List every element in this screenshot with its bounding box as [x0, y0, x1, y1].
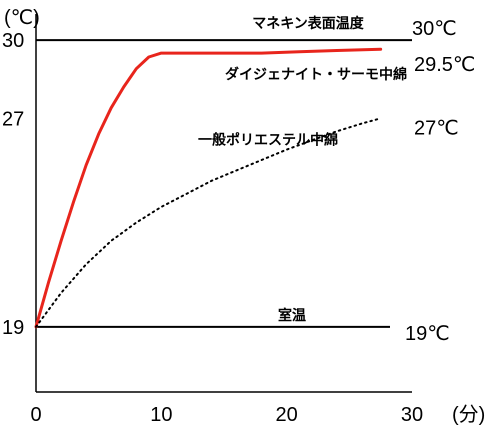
y-tick-label-1: 27: [2, 108, 24, 130]
series-name-label-1: 一般ポリエステル中綿: [198, 131, 338, 148]
x-tick-label-3: 30: [401, 404, 423, 426]
y-tick-label-0: 19: [2, 317, 24, 339]
series-name-label-0: ダイジェナイト・サーモ中綿: [225, 66, 407, 83]
series-lines: ダイジェナイト・サーモ中綿 29.5℃ 一般ポリエステル中綿 27℃: [34, 47, 475, 329]
x-tick-label-2: 20: [276, 404, 298, 426]
reference-line-name-1: 室温: [278, 307, 306, 324]
series-line-1: [35, 117, 382, 328]
x-unit-label: (分): [452, 403, 485, 426]
series-end-label-1: 27℃: [414, 117, 459, 139]
reference-lines: マネキン表面温度 30℃ 室温 19℃: [36, 15, 457, 345]
tick-labels: 0 10 20 30 19 27 30: [2, 30, 423, 426]
y-tick-label-2: 30: [2, 30, 24, 52]
reference-line-name-0: マネキン表面温度: [252, 15, 365, 32]
x-tick-label-0: 0: [30, 404, 41, 426]
x-tick-label-1: 10: [150, 404, 172, 426]
series-line-0: [34, 47, 383, 329]
reference-line-end-label-0: 30℃: [412, 18, 457, 40]
axes: [35, 14, 412, 393]
reference-line-end-label-1: 19℃: [405, 323, 450, 345]
y-unit-label: (℃): [4, 7, 40, 29]
series-end-label-0: 29.5℃: [414, 54, 475, 76]
